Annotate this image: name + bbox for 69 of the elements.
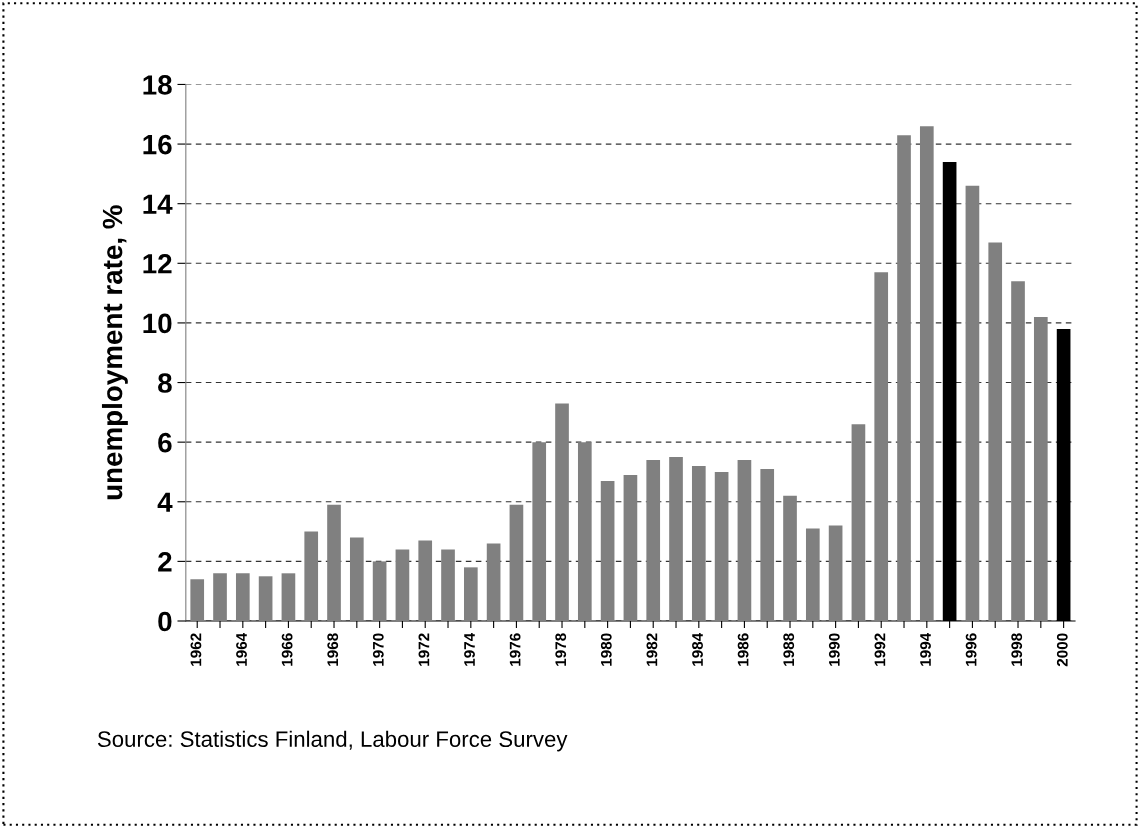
y-axis-title: unemployment rate, % bbox=[101, 205, 128, 500]
bar bbox=[1033, 316, 1048, 621]
x-tick-label: 1998 bbox=[1011, 633, 1023, 666]
bar bbox=[646, 460, 661, 621]
bar bbox=[714, 471, 729, 621]
x-tick-label: 1988 bbox=[783, 633, 795, 666]
y-tick-label: 6 bbox=[158, 432, 172, 453]
bar bbox=[623, 474, 638, 621]
x-tick-label: 2000 bbox=[1056, 633, 1068, 667]
x-tick-label: 1976 bbox=[509, 633, 521, 666]
bar bbox=[737, 460, 752, 621]
bar bbox=[281, 573, 296, 621]
bar bbox=[897, 135, 911, 621]
bar bbox=[988, 242, 1003, 621]
bar bbox=[418, 540, 433, 621]
x-tick-label: 1972 bbox=[418, 633, 430, 666]
x-tick-label: 1996 bbox=[965, 633, 977, 666]
bar bbox=[441, 549, 455, 621]
bar bbox=[600, 480, 615, 621]
x-tick-label: 1966 bbox=[281, 633, 293, 666]
x-tick-label: 1974 bbox=[464, 632, 475, 666]
bar bbox=[919, 126, 934, 621]
bar bbox=[349, 537, 364, 621]
x-tick-label: 1968 bbox=[327, 633, 339, 666]
x-tick-label: 1962 bbox=[190, 633, 202, 666]
bar bbox=[235, 573, 250, 621]
bar bbox=[509, 504, 524, 621]
x-tick-label: 1964 bbox=[236, 632, 247, 666]
x-tick-label: 1986 bbox=[737, 633, 749, 666]
bar bbox=[965, 185, 980, 621]
y-tick-label: 8 bbox=[158, 373, 172, 393]
bar bbox=[327, 504, 341, 621]
source-note: Source: Statistics Finland, Labour Force Survey bbox=[97, 730, 568, 752]
bar bbox=[851, 424, 866, 621]
bar bbox=[304, 531, 319, 621]
bar bbox=[805, 528, 820, 621]
y-tick-label: 14 bbox=[143, 194, 173, 214]
bar bbox=[395, 549, 410, 621]
y-tick-label: 16 bbox=[143, 134, 172, 155]
bar bbox=[669, 457, 683, 621]
y-tick-label: 4 bbox=[157, 492, 173, 512]
bar bbox=[874, 272, 889, 621]
x-tick-label: 1970 bbox=[372, 633, 384, 666]
bar bbox=[783, 495, 797, 621]
bar bbox=[372, 561, 387, 621]
bar bbox=[760, 468, 775, 621]
bar bbox=[463, 567, 478, 621]
y-tick-label: 0 bbox=[158, 611, 172, 632]
bar bbox=[828, 525, 843, 621]
bar bbox=[691, 466, 706, 621]
bar bbox=[577, 442, 592, 621]
bar bbox=[1011, 281, 1025, 621]
x-tick-label: 1994 bbox=[920, 632, 931, 666]
bar bbox=[258, 576, 273, 621]
y-tick-label: 12 bbox=[143, 253, 172, 274]
x-tick-label: 1982 bbox=[646, 633, 658, 666]
x-tick-label: 1990 bbox=[828, 633, 840, 666]
x-tick-label: 1978 bbox=[555, 633, 567, 666]
y-tick-label: 2 bbox=[158, 552, 172, 572]
x-tick-label: 1980 bbox=[600, 633, 612, 666]
y-tick-label: 18 bbox=[143, 75, 172, 95]
bar bbox=[190, 579, 205, 621]
bar bbox=[532, 442, 547, 621]
y-tick-label: 10 bbox=[143, 313, 172, 334]
x-tick-label: 1984 bbox=[692, 632, 703, 666]
bar bbox=[486, 543, 501, 621]
x-tick-label: 1992 bbox=[874, 633, 886, 666]
bar bbox=[555, 403, 569, 621]
bar bbox=[213, 573, 227, 621]
